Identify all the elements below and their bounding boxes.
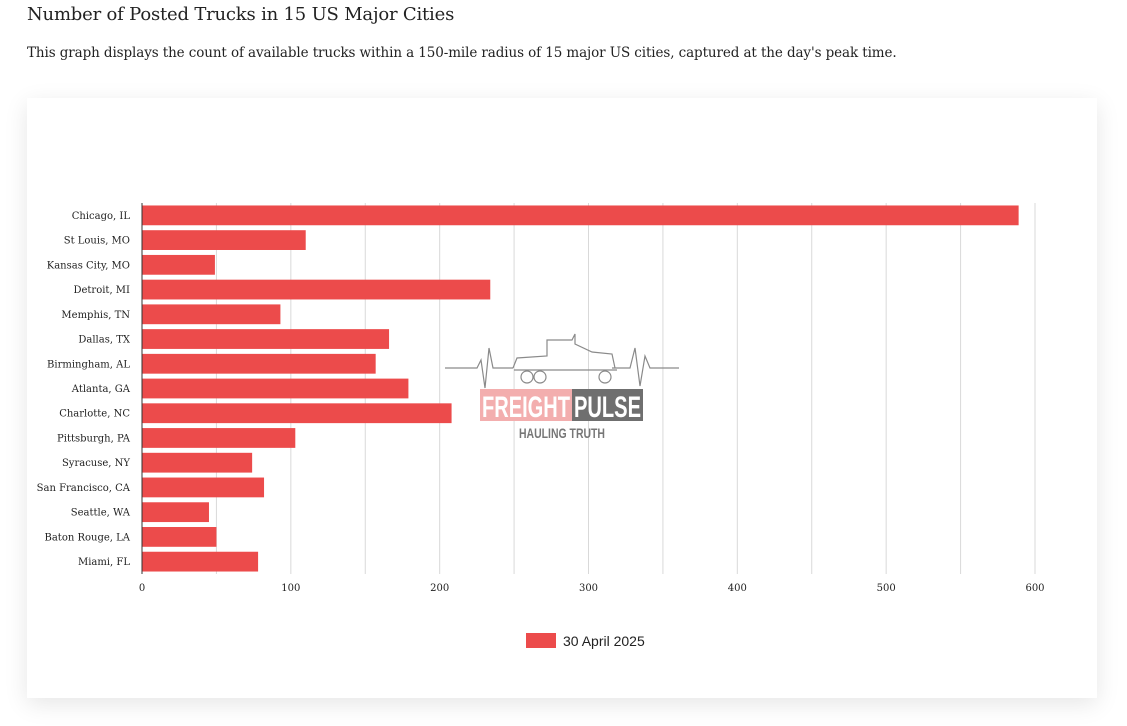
bar bbox=[142, 403, 452, 424]
legend: 30 April 2025 bbox=[526, 633, 645, 649]
x-tick-label: 100 bbox=[281, 583, 300, 594]
bar bbox=[142, 353, 376, 374]
truck-heartbeat-icon bbox=[445, 333, 679, 389]
bar bbox=[142, 502, 209, 523]
watermark-tagline: HAULING TRUTH bbox=[519, 425, 605, 441]
bar bbox=[142, 452, 253, 473]
x-tick-labels: 0 100 200 300 400 500 600 bbox=[139, 583, 1045, 594]
bar bbox=[142, 304, 281, 325]
chart-card: FREIGHT PULSE HAULING TRUTH Chicago, IL S… bbox=[27, 98, 1097, 698]
category-label: Dallas, TX bbox=[78, 335, 130, 346]
x-tick-label: 300 bbox=[579, 583, 598, 594]
bar bbox=[142, 551, 259, 572]
bar bbox=[142, 254, 215, 275]
bar bbox=[142, 205, 1019, 226]
x-tick-label: 200 bbox=[430, 583, 449, 594]
category-label: Seattle, WA bbox=[71, 508, 131, 519]
category-label: Miami, FL bbox=[78, 557, 130, 568]
x-tick-label: 600 bbox=[1025, 583, 1044, 594]
bar bbox=[142, 428, 296, 448]
category-label: St Louis, MO bbox=[64, 236, 130, 247]
x-tick-label: 400 bbox=[728, 583, 747, 594]
bars bbox=[142, 205, 1019, 572]
category-label: Syracuse, NY bbox=[62, 458, 130, 469]
grid-lines bbox=[215, 203, 1036, 574]
legend-label: 30 April 2025 bbox=[563, 633, 645, 649]
bar-chart: FREIGHT PULSE HAULING TRUTH Chicago, IL S… bbox=[37, 203, 1045, 649]
watermark-brand-b: PULSE bbox=[574, 391, 641, 424]
category-label: Memphis, TN bbox=[61, 310, 130, 321]
category-label: Baton Rouge, LA bbox=[45, 532, 131, 543]
category-label: Atlanta, GA bbox=[71, 384, 131, 395]
category-label: Detroit, MI bbox=[73, 285, 130, 296]
bar bbox=[142, 378, 409, 399]
bar bbox=[142, 329, 390, 349]
watermark-brand-box-a bbox=[480, 389, 572, 421]
watermark-brand-a: FREIGHT bbox=[482, 391, 570, 424]
x-tick-label: 0 bbox=[139, 583, 145, 594]
category-label: Kansas City, MO bbox=[47, 260, 130, 271]
category-label: Chicago, IL bbox=[72, 211, 131, 222]
category-label: Charlotte, NC bbox=[59, 409, 130, 420]
bar bbox=[142, 477, 265, 498]
bar bbox=[142, 279, 491, 300]
legend-swatch bbox=[526, 633, 556, 648]
page-subtitle: This graph displays the count of availab… bbox=[27, 45, 897, 61]
bar bbox=[142, 527, 217, 547]
category-label: San Francisco, CA bbox=[37, 483, 131, 494]
page-title: Number of Posted Trucks in 15 US Major C… bbox=[27, 4, 455, 25]
category-labels: Chicago, IL St Louis, MO Kansas City, MO De… bbox=[37, 211, 131, 568]
watermark-brand-box-b bbox=[572, 389, 643, 421]
category-label: Pittsburgh, PA bbox=[57, 433, 131, 444]
bar bbox=[142, 230, 306, 250]
x-tick-label: 500 bbox=[877, 583, 896, 594]
watermark: FREIGHT PULSE HAULING TRUTH bbox=[445, 333, 679, 441]
category-label: Birmingham, AL bbox=[47, 359, 130, 370]
